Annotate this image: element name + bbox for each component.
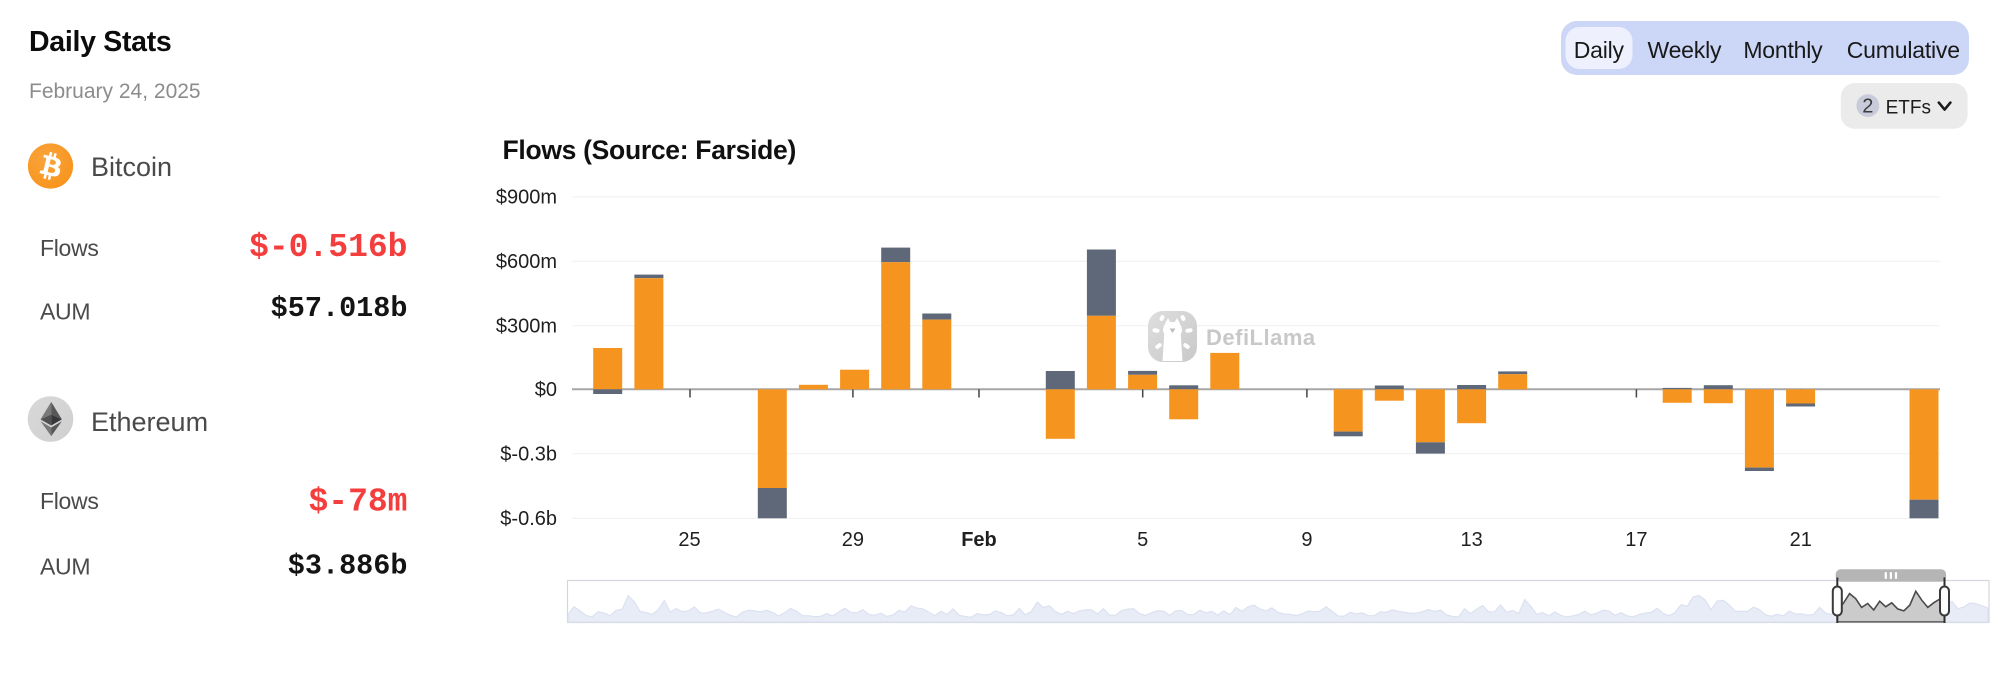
svg-text:ETFs: ETFs xyxy=(1886,98,1931,119)
svg-text:Daily: Daily xyxy=(1574,37,1625,63)
svg-text:$600m: $600m xyxy=(496,251,557,273)
svg-text:February 24, 2025: February 24, 2025 xyxy=(29,80,201,103)
svg-text:AUM: AUM xyxy=(40,554,90,580)
svg-text:Cumulative: Cumulative xyxy=(1847,37,1960,63)
svg-text:$900m: $900m xyxy=(496,187,557,209)
svg-text:$-78m: $-78m xyxy=(308,484,407,521)
svg-text:$57.018b: $57.018b xyxy=(271,292,408,325)
svg-text:13: 13 xyxy=(1460,529,1482,551)
svg-text:9: 9 xyxy=(1301,529,1312,551)
svg-text:$3.886b: $3.886b xyxy=(288,550,408,583)
svg-text:Flows: Flows xyxy=(40,235,99,261)
svg-text:$-0.516b: $-0.516b xyxy=(249,229,407,266)
svg-text:29: 29 xyxy=(842,529,864,551)
svg-text:Daily Stats: Daily Stats xyxy=(29,26,171,58)
svg-text:Ethereum: Ethereum xyxy=(91,407,208,437)
svg-text:$-0.3b: $-0.3b xyxy=(500,443,557,465)
svg-text:Flows (Source: Farside): Flows (Source: Farside) xyxy=(503,135,797,165)
svg-text:AUM: AUM xyxy=(40,299,90,325)
svg-text:Monthly: Monthly xyxy=(1743,37,1823,63)
svg-text:21: 21 xyxy=(1790,529,1812,551)
svg-text:$-0.6b: $-0.6b xyxy=(500,508,557,530)
svg-text:Flows: Flows xyxy=(40,488,99,514)
svg-text:$0: $0 xyxy=(535,379,557,401)
svg-text:Bitcoin: Bitcoin xyxy=(91,152,172,182)
svg-text:5: 5 xyxy=(1137,529,1148,551)
svg-text:DefiLlama: DefiLlama xyxy=(1206,325,1316,350)
svg-text:25: 25 xyxy=(678,529,700,551)
svg-text:17: 17 xyxy=(1625,529,1647,551)
svg-text:$300m: $300m xyxy=(496,315,557,337)
svg-text:2: 2 xyxy=(1862,96,1873,118)
svg-text:Feb: Feb xyxy=(961,529,997,551)
svg-text:Weekly: Weekly xyxy=(1648,37,1722,63)
